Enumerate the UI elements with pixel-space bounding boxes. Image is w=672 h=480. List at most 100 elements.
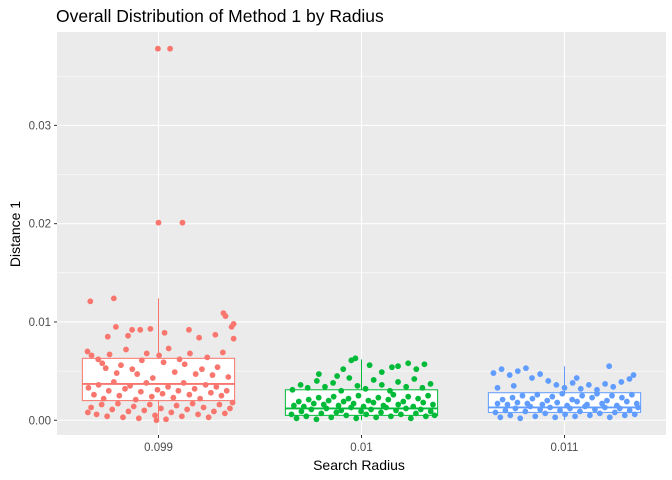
x-tick-label: 0.011 (551, 442, 579, 454)
data-point (498, 366, 505, 373)
data-point (537, 371, 544, 377)
data-point (405, 393, 412, 400)
data-point (230, 335, 237, 342)
data-point (222, 313, 229, 319)
data-point (218, 392, 225, 399)
data-point (557, 407, 563, 414)
data-point (378, 381, 385, 388)
data-point (123, 346, 129, 353)
data-point (102, 365, 109, 372)
data-point (84, 409, 91, 416)
data-point (209, 372, 216, 378)
data-point (626, 407, 633, 414)
data-point (212, 331, 219, 338)
data-point (547, 404, 553, 411)
data-point (125, 332, 131, 339)
data-point (116, 392, 123, 399)
data-point (380, 402, 387, 409)
data-point (138, 357, 145, 364)
data-point (514, 368, 521, 375)
x-axis-title: Search Radius (313, 457, 405, 473)
data-point (353, 415, 360, 422)
data-point (574, 398, 580, 405)
data-point (413, 410, 419, 417)
data-point (411, 376, 418, 382)
data-point (586, 412, 593, 419)
data-point (564, 402, 571, 409)
data-point (168, 409, 175, 416)
data-point (544, 397, 551, 404)
data-point (197, 395, 204, 402)
data-point (115, 400, 121, 407)
y-tick-label: 0.01 (29, 317, 51, 329)
data-point (149, 375, 156, 381)
data-point (630, 372, 637, 378)
data-point (385, 396, 392, 403)
data-point (569, 396, 576, 403)
data-point (378, 409, 384, 416)
data-point (529, 395, 536, 402)
data-point (492, 409, 499, 416)
data-point (171, 369, 178, 375)
data-point (397, 411, 404, 418)
data-point (592, 406, 598, 413)
data-point (196, 334, 203, 341)
data-point (529, 375, 535, 381)
data-point (315, 394, 322, 401)
data-point (562, 411, 569, 418)
data-point (180, 380, 187, 386)
data-point (599, 400, 605, 407)
data-point (354, 382, 361, 389)
data-point (165, 383, 171, 390)
data-point (305, 396, 312, 403)
data-point (579, 392, 586, 399)
data-point (512, 405, 519, 412)
data-point (577, 385, 584, 392)
data-point (343, 412, 350, 419)
data-point (340, 366, 347, 373)
data-point (230, 321, 237, 327)
data-point (159, 390, 166, 397)
data-point (181, 361, 188, 368)
data-point (358, 408, 364, 415)
data-point (507, 412, 514, 419)
data-point (214, 364, 221, 371)
data-point (154, 386, 161, 393)
data-point (129, 366, 136, 373)
data-point (330, 393, 337, 400)
data-point (427, 380, 434, 387)
data-point (120, 414, 126, 421)
data-point (573, 375, 580, 381)
data-point (604, 397, 610, 404)
data-point (84, 348, 91, 355)
data-point (504, 401, 511, 408)
data-point (322, 383, 328, 390)
data-point (553, 381, 560, 388)
data-point (93, 411, 100, 418)
data-point (373, 414, 380, 421)
data-point (313, 416, 320, 423)
data-point (400, 398, 407, 405)
data-point (542, 410, 549, 417)
data-point (338, 407, 345, 414)
data-point (413, 366, 420, 373)
data-point (88, 352, 95, 359)
data-point (95, 356, 102, 363)
data-point (355, 392, 362, 399)
data-point (221, 410, 228, 417)
data-point (430, 401, 436, 408)
data-point (552, 414, 559, 421)
data-point (618, 379, 625, 385)
data-point (213, 383, 220, 390)
data-point (122, 385, 128, 392)
data-point (95, 381, 102, 388)
chart-title: Overall Distribution of Method 1 by Radi… (56, 6, 384, 26)
data-point (610, 383, 617, 390)
data-point (85, 384, 92, 391)
data-point (127, 382, 133, 389)
data-point (628, 391, 635, 398)
data-point (291, 402, 297, 409)
data-point (195, 411, 201, 418)
data-point (88, 404, 95, 411)
